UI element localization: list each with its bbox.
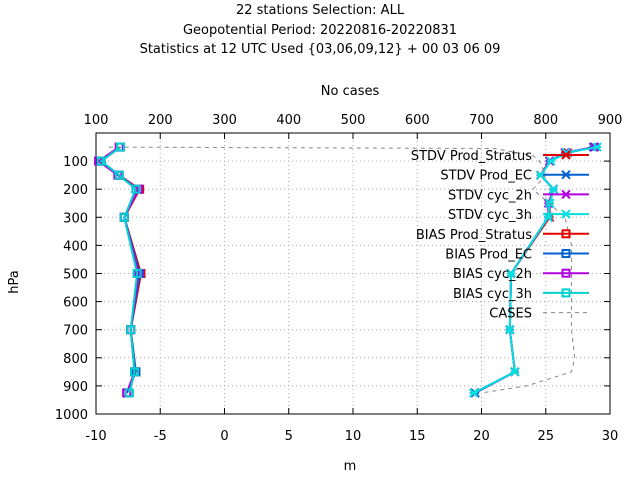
y-tick-label: 300 [63, 211, 88, 226]
legend-label: BIAS Prod_Stratus [416, 228, 532, 243]
legend-label: STDV cyc_2h [448, 188, 532, 203]
legend-label: STDV cyc_3h [448, 208, 532, 223]
data-point [126, 325, 136, 335]
data-point [561, 189, 571, 200]
data-point [561, 150, 571, 160]
legend-entry: STDV Prod_EC [440, 169, 589, 184]
data-point [130, 367, 140, 377]
title-line-2: Geopotential Period: 20220816-20220831 [183, 23, 457, 38]
data-point [561, 209, 571, 219]
legend-entry: STDV cyc_3h [448, 208, 589, 223]
y-axis-label: hPa [7, 270, 22, 293]
titles: 22 stations Selection: ALL Geopotential … [7, 3, 500, 474]
legend-entry: STDV cyc_2h [448, 188, 589, 203]
legend-label: CASES [489, 307, 532, 322]
y-tick-label: 600 [63, 296, 88, 311]
y-tick-label: 500 [63, 268, 88, 283]
x-tick-label: 30 [602, 429, 619, 444]
legend-entry: CASES [489, 307, 589, 322]
data-point [469, 388, 479, 398]
x-tick-label: -5 [154, 429, 167, 444]
x2-tick-label: 600 [405, 113, 430, 128]
data-point [561, 268, 571, 278]
data-point [561, 288, 571, 298]
x-axis-label: m [344, 459, 357, 474]
x2-tick-label: 800 [533, 113, 558, 128]
data-point [546, 156, 556, 166]
data-point [506, 268, 516, 279]
legend-label: STDV Prod_Stratus [411, 149, 532, 164]
data-point [561, 229, 571, 239]
data-point [561, 249, 571, 258]
y-tick-label: 200 [63, 183, 88, 198]
y-tick-label: 800 [63, 352, 88, 367]
legend-entry: BIAS cyc_3h [453, 287, 589, 302]
legend-entry: BIAS Prod_EC [445, 248, 589, 263]
x2-tick-label: 900 [598, 113, 623, 128]
x2-tick-label: 300 [212, 113, 237, 128]
y-tick-label: 100 [63, 155, 88, 170]
y-tick-label: 700 [63, 324, 88, 339]
grid [96, 133, 610, 414]
x-tick-label: 0 [220, 429, 228, 444]
legend-label: STDV Prod_EC [440, 169, 532, 184]
legend-label: BIAS cyc_3h [453, 287, 532, 302]
title-line-1: 22 stations Selection: ALL [236, 3, 405, 18]
x2-tick-label: 700 [469, 113, 494, 128]
series-bias-cyc-3h [96, 142, 142, 398]
x-tick-label: 5 [285, 429, 293, 444]
x2-tick-label: 100 [84, 113, 109, 128]
legend-entry: BIAS cyc_2h [453, 267, 589, 282]
legend-label: BIAS Prod_EC [445, 248, 532, 263]
series-line [99, 146, 139, 394]
data-point [114, 170, 124, 180]
data-point [119, 212, 129, 222]
title-line-3: Statistics at 12 UTC Used {03,06,09,12} … [140, 42, 501, 57]
legend-entry: STDV Prod_Stratus [411, 149, 589, 164]
data-point [561, 169, 571, 180]
x-tick-label: 15 [409, 429, 426, 444]
data-point [96, 156, 106, 166]
x-tick-label: 25 [537, 429, 554, 444]
y-tick-label: 900 [63, 380, 88, 395]
data-point [131, 184, 141, 194]
x-tick-label: 20 [473, 429, 490, 444]
legend-entry: BIAS Prod_Stratus [416, 228, 589, 243]
x-tick-label: 10 [345, 429, 362, 444]
top-axis-label: No cases [321, 84, 380, 99]
ticks: -10 -5 0 5 10 15 20 25 30 100 200 300 400 500 600 700 80… [55, 113, 623, 444]
legend-label: BIAS cyc_2h [453, 267, 532, 282]
series-line [108, 146, 576, 394]
data-point [505, 324, 515, 335]
data-point [510, 367, 520, 377]
data-point [124, 388, 134, 398]
legend: STDV Prod_Stratus STDV Prod_EC STDV cyc_2h… [411, 149, 589, 322]
x2-tick-label: 500 [341, 113, 366, 128]
x2-tick-label: 400 [276, 113, 301, 128]
y-tick-label: 1000 [55, 408, 88, 423]
y-tick-label: 400 [63, 239, 88, 254]
data-point [592, 142, 602, 152]
x2-tick-label: 200 [148, 113, 173, 128]
data-point [548, 184, 559, 194]
x-tick-label: -10 [85, 429, 106, 444]
series-cases [108, 146, 576, 394]
data-point [132, 269, 142, 278]
